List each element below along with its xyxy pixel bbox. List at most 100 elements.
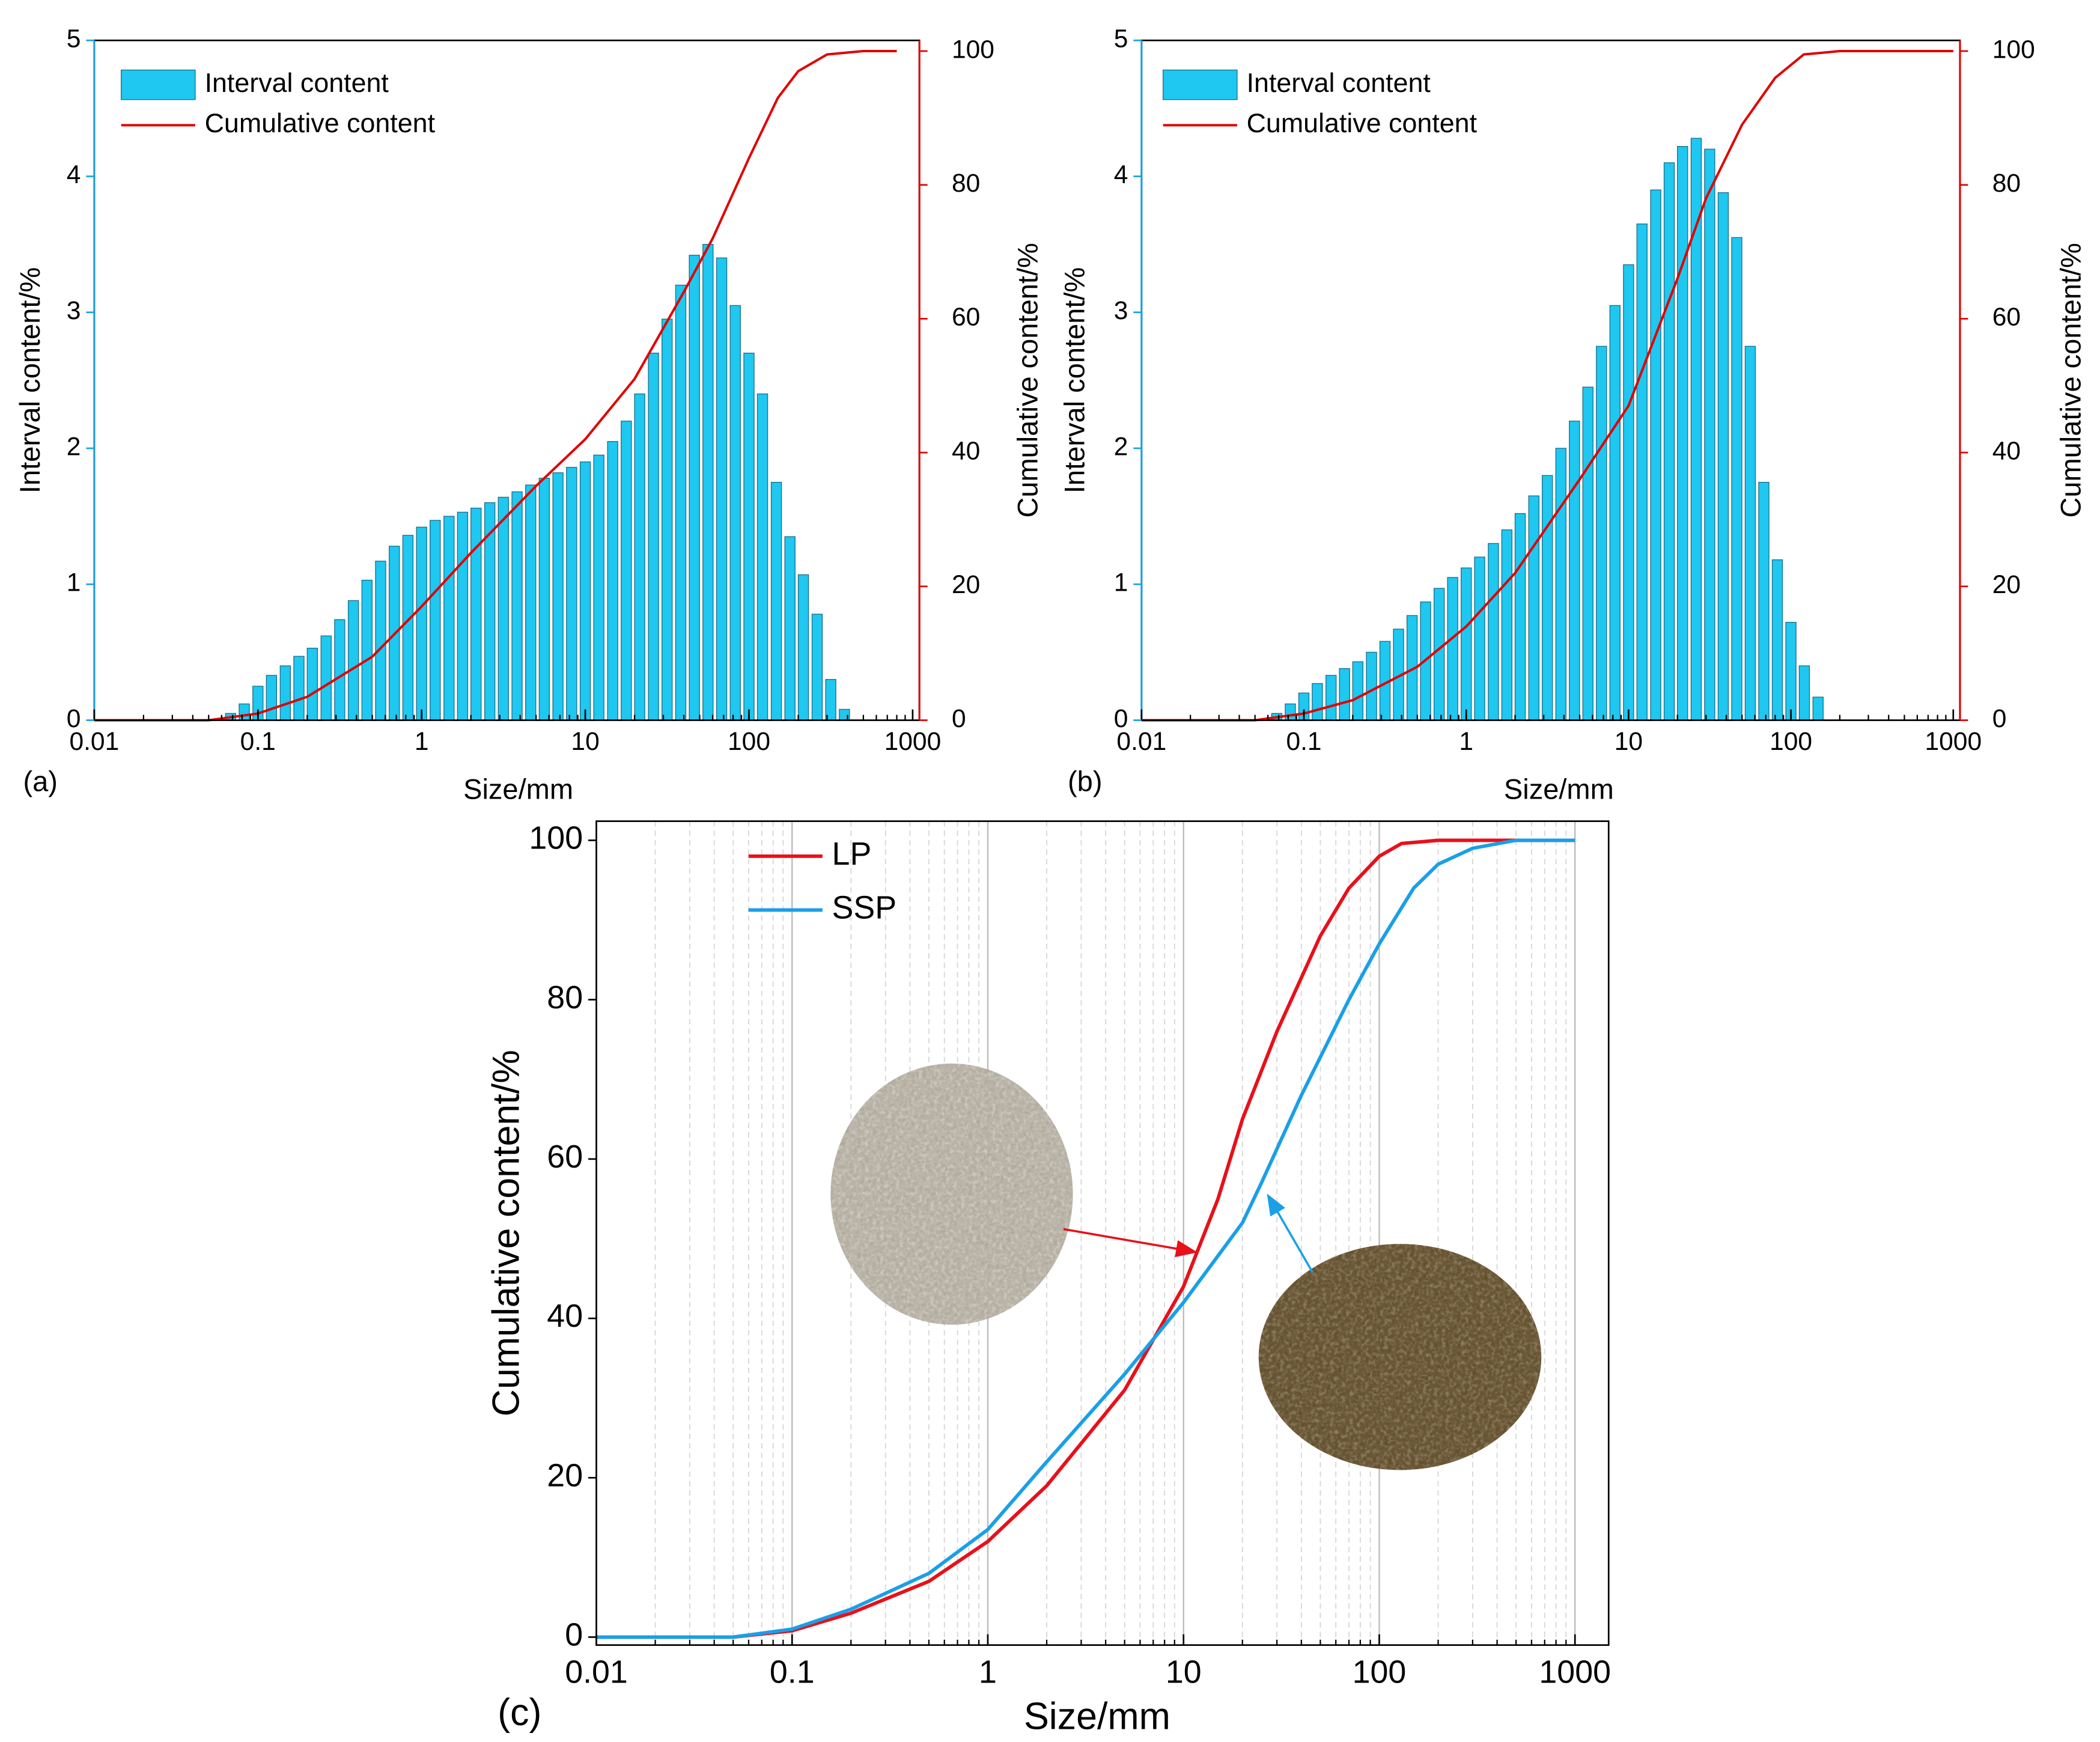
y2-tick-label: 40 <box>1992 436 2021 465</box>
bar <box>729 305 741 721</box>
bar <box>593 454 604 721</box>
x-tick-label: 100 <box>1353 1654 1407 1690</box>
bar <box>1569 421 1580 721</box>
bar <box>607 441 618 721</box>
bar <box>416 526 427 721</box>
panel: 0.01 0.1 1 10 100 1000 0 1 2 3 4 5 0 20 40 60 80 100 Size/… <box>1059 24 2087 805</box>
y-tick-label: 3 <box>67 296 81 325</box>
lp-photo <box>830 1063 1073 1325</box>
bar <box>266 675 278 721</box>
y2-tick-label: 20 <box>1992 570 2021 599</box>
x-tick-label: 0.01 <box>1116 727 1166 756</box>
x-tick-label: 1000 <box>1539 1654 1611 1690</box>
legend-label: SSP <box>832 890 897 926</box>
y2-axis-label: Cumulative content/% <box>1011 243 1043 517</box>
y-axis-label: Interval content/% <box>1059 267 1091 493</box>
x-tick-label: 1000 <box>1925 727 1982 756</box>
bar <box>470 507 482 721</box>
bar <box>306 647 318 721</box>
y-tick-label: 1 <box>1114 568 1128 597</box>
bar <box>484 502 496 721</box>
y-tick-label: 4 <box>1114 160 1128 189</box>
bar <box>1636 224 1648 721</box>
bar <box>1488 543 1499 721</box>
x-tick-label: 0.1 <box>770 1654 815 1690</box>
ssp-photo <box>1258 1244 1542 1470</box>
bar <box>361 579 373 721</box>
y-tick-label: 4 <box>67 160 81 189</box>
bar <box>320 635 332 721</box>
bar <box>634 393 645 721</box>
y-tick-label: 60 <box>547 1139 583 1175</box>
y2-tick-label: 100 <box>1992 35 2035 64</box>
x-tick-label: 0.1 <box>1286 727 1321 756</box>
legend-swatch <box>120 69 196 100</box>
line <box>596 838 1575 1639</box>
legend-label: Cumulative content <box>1247 108 1478 138</box>
x-tick-label: 0.1 <box>240 727 276 756</box>
y-tick-label: 0 <box>1114 704 1128 733</box>
bar <box>1798 665 1810 721</box>
y-tick-label: 0 <box>565 1617 583 1653</box>
y-tick-label: 80 <box>547 979 583 1016</box>
bar <box>443 516 455 721</box>
bar <box>1596 346 1607 721</box>
bar <box>1758 481 1770 721</box>
line <box>596 838 1575 1639</box>
bar <box>648 352 659 721</box>
y-axis-label: Cumulative content/% <box>485 1050 527 1416</box>
legend-label: LP <box>832 836 872 872</box>
bar <box>1339 668 1350 721</box>
y2-tick-label: 80 <box>952 169 980 198</box>
y-tick-label: 100 <box>529 820 583 856</box>
bar <box>1542 475 1553 721</box>
x-axis-label: Size/mm <box>1024 1695 1170 1737</box>
bar <box>811 614 823 721</box>
panel-label: (a) <box>23 765 58 797</box>
x-tick-label: 10 <box>1615 727 1643 756</box>
y-tick-label: 5 <box>1114 24 1128 53</box>
x-tick-label: 1 <box>979 1654 997 1690</box>
bar <box>1366 651 1377 721</box>
bar <box>1514 513 1526 721</box>
legend-label: Interval content <box>1247 68 1431 98</box>
bar <box>239 703 250 721</box>
panel-label: (b) <box>1068 765 1102 797</box>
x-axis-label: Size/mm <box>463 773 573 805</box>
bar <box>1433 588 1445 721</box>
x-tick-label: 1 <box>415 727 429 756</box>
bar <box>770 481 782 721</box>
y-tick-label: 5 <box>67 24 81 53</box>
bar <box>743 352 755 721</box>
y-tick-label: 1 <box>67 568 81 597</box>
y-tick-label: 2 <box>67 432 81 461</box>
bar <box>1285 703 1296 721</box>
bar <box>1312 683 1323 721</box>
bar <box>511 491 523 721</box>
bar <box>756 393 768 721</box>
ssp-arrow <box>1267 1193 1313 1273</box>
y-tick-label: 2 <box>1114 432 1128 461</box>
y-tick-label: 3 <box>1114 296 1128 325</box>
line <box>1141 50 1953 722</box>
bar <box>402 535 414 721</box>
bar <box>525 484 537 721</box>
bar <box>457 511 469 721</box>
panel: 0.01 0.1 1 10 100 1000 0 20 40 60 80 100 Size/mm (c) C… <box>485 820 1611 1738</box>
y-tick-label: 20 <box>547 1457 583 1493</box>
bar <box>1501 529 1513 721</box>
sample-photos <box>830 1063 1542 1470</box>
bar <box>662 318 673 721</box>
y2-tick-label: 0 <box>952 704 966 733</box>
y2-tick-label: 40 <box>952 436 980 465</box>
bar <box>293 656 305 721</box>
bar <box>825 679 836 721</box>
bar <box>552 472 564 721</box>
bar <box>1717 192 1729 721</box>
x-tick-label: 100 <box>1770 727 1812 756</box>
bar <box>621 421 632 721</box>
bar <box>375 561 386 721</box>
x-tick-label: 10 <box>1166 1654 1202 1690</box>
lp-arrow <box>1063 1228 1198 1258</box>
